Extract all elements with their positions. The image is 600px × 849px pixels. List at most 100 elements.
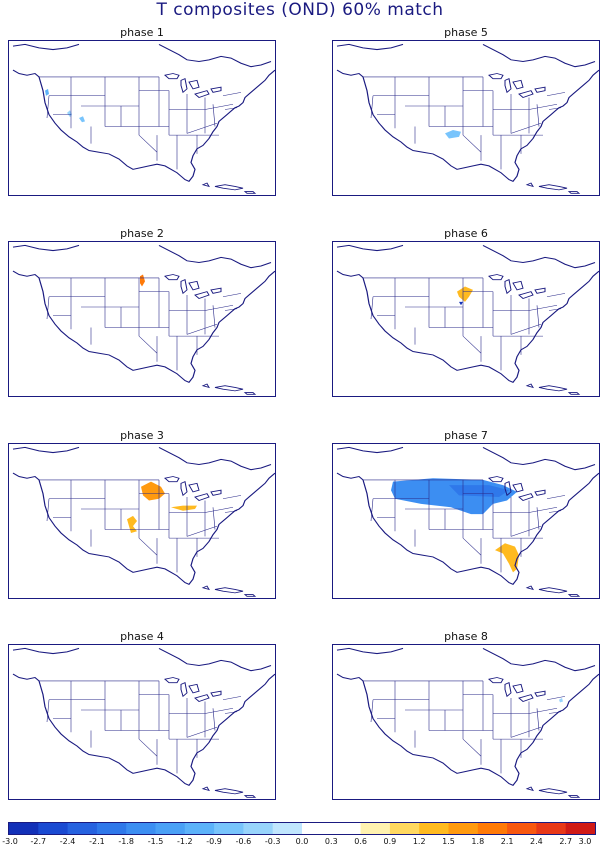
- state-boundary: [528, 305, 558, 311]
- colorbar-tick-label: 3.0: [578, 837, 592, 846]
- coastline: [336, 472, 599, 585]
- colorbar-swatch: [477, 823, 508, 834]
- great-lake: [194, 90, 210, 98]
- state-boundary: [370, 498, 374, 522]
- great-lake: [488, 677, 504, 684]
- state-boundary: [212, 305, 216, 328]
- state-boundary: [462, 537, 482, 556]
- colorbar-tick-label: -3.0: [2, 837, 18, 846]
- colorbar-tick-label: 2.7: [559, 837, 573, 846]
- state-boundary: [510, 525, 542, 537]
- panel-title: phase 6: [444, 227, 488, 240]
- great-lake: [488, 73, 504, 80]
- caribbean-island: [525, 383, 534, 389]
- caribbean-island: [243, 795, 257, 798]
- state-boundary: [462, 335, 482, 354]
- colorbar-swatch: [243, 823, 274, 834]
- caribbean-island: [243, 392, 257, 395]
- map-panel-phase-4: phase 6: [332, 228, 600, 398]
- great-lake: [210, 489, 222, 496]
- colorbar-tick-label: 0.0: [295, 837, 309, 846]
- caribbean-island: [201, 182, 210, 188]
- state-boundary: [46, 498, 50, 522]
- map-panel-phase-3: phase 2: [8, 228, 276, 398]
- great-lake: [512, 683, 524, 694]
- coastline: [12, 673, 275, 786]
- state-boundary: [138, 738, 158, 757]
- colorbar-tick-label: -2.7: [30, 837, 47, 846]
- colorbar-swatch: [419, 823, 449, 834]
- state-boundary: [510, 323, 542, 335]
- caribbean-island: [538, 184, 568, 191]
- great-lake: [210, 690, 222, 697]
- state-boundary: [528, 104, 558, 110]
- state-boundary: [370, 95, 374, 119]
- panel-title: phase 2: [120, 227, 164, 240]
- anomaly-region: [79, 116, 85, 123]
- us-map: [336, 244, 599, 395]
- colorbar-swatch: [155, 823, 186, 834]
- great-lake: [194, 291, 210, 299]
- state-boundary: [186, 726, 218, 738]
- colorbar-tick-label: -2.4: [59, 837, 76, 846]
- state-boundary: [204, 708, 234, 714]
- state-boundary: [546, 495, 566, 500]
- colorbar-tick-label: -1.5: [147, 837, 164, 846]
- state-boundary: [138, 335, 158, 354]
- colorbar-swatch: [38, 823, 69, 834]
- us-map: [12, 446, 275, 597]
- state-boundary: [536, 104, 540, 127]
- state-boundary: [546, 696, 566, 701]
- colorbar-swatch: [96, 823, 127, 834]
- colorbar: [8, 822, 596, 835]
- anomaly-region: [127, 515, 137, 533]
- map-frame: [8, 443, 276, 599]
- caribbean-island: [525, 786, 534, 792]
- state-boundary: [138, 537, 158, 556]
- great-lake: [164, 274, 180, 281]
- caribbean-island: [538, 587, 568, 594]
- map-frame: [332, 644, 600, 800]
- panel-title: phase 7: [444, 429, 488, 442]
- colorbar-swatch: [360, 823, 391, 834]
- colorbar-swatch: [536, 823, 567, 834]
- great-lake: [180, 481, 188, 497]
- caribbean-island: [201, 786, 210, 792]
- great-lake: [188, 683, 200, 694]
- panel-title: phase 4: [120, 630, 164, 643]
- colorbar-tick-label: -0.3: [264, 837, 281, 846]
- coastline-north: [336, 647, 596, 672]
- us-map: [12, 43, 275, 194]
- panel-title: phase 8: [444, 630, 488, 643]
- great-lake: [164, 476, 180, 483]
- colorbar-swatch: [9, 823, 39, 834]
- caribbean-island: [567, 191, 581, 194]
- coastline: [336, 673, 599, 786]
- map-frame: [8, 40, 276, 196]
- caribbean-island: [214, 385, 244, 392]
- great-lake: [504, 682, 512, 698]
- coastline: [12, 472, 275, 585]
- great-lake: [180, 78, 188, 94]
- colorbar-tick-label: 0.6: [354, 837, 367, 846]
- state-boundary: [222, 696, 242, 701]
- great-lake: [534, 489, 546, 496]
- colorbar-tick-label: 1.8: [471, 837, 485, 846]
- great-lake: [534, 287, 546, 294]
- colorbar-tick-label: -1.8: [118, 837, 134, 846]
- anomaly-region: [45, 88, 49, 96]
- caribbean-island: [538, 385, 568, 392]
- caribbean-island: [214, 184, 244, 191]
- state-boundary: [536, 507, 540, 530]
- map-panel-phase-2: phase 5: [332, 27, 600, 197]
- coastline-north: [12, 647, 272, 672]
- colorbar-swatch: [302, 823, 332, 834]
- coastline: [336, 270, 599, 383]
- anomaly-region: [559, 698, 563, 703]
- us-map: [336, 647, 599, 798]
- coastline: [12, 69, 275, 182]
- caribbean-island: [538, 788, 568, 795]
- great-lake: [188, 79, 200, 90]
- anomaly-region: [171, 505, 197, 511]
- colorbar-tick-label: -0.6: [235, 837, 252, 846]
